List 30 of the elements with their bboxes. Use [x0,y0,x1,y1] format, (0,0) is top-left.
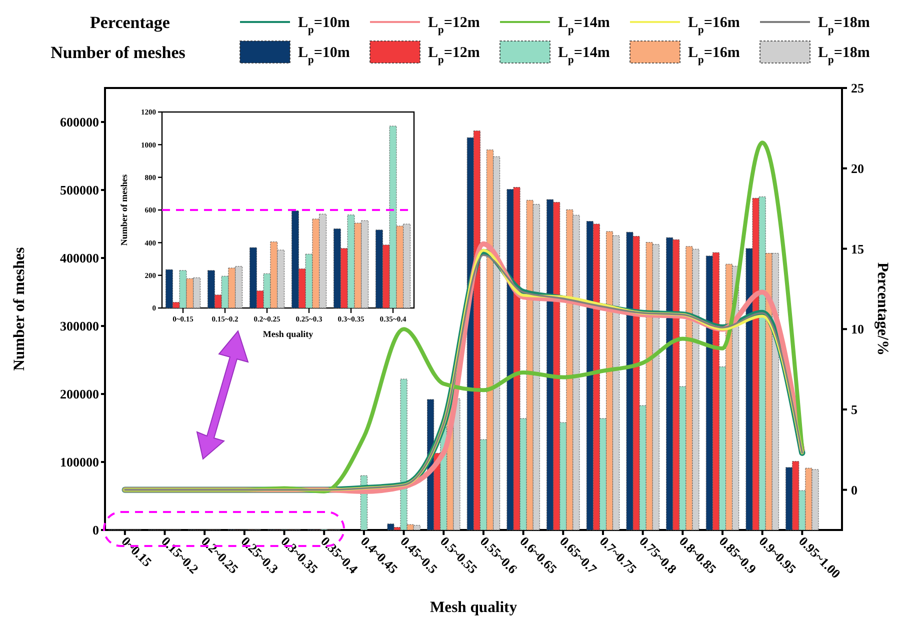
y-tick-label: 100000 [60,454,99,470]
text: Percentage [90,13,170,32]
legend-label: L$_{p}$=16m [688,15,740,36]
y2-tick-label: 10 [851,322,864,337]
y2-tick-label: 15 [851,241,864,256]
legend-label: L$_{p}$=12m [428,15,480,36]
y2-tick-label: 0 [851,482,858,498]
legend-label: L$_{p}$=14m [558,15,610,36]
y-axis-title: Number of meshes [119,174,129,246]
legend-label: L$_{p}$=18m [818,15,870,36]
y-axis-title: Number of meshes [11,247,28,371]
y-tick-label: 200000 [60,386,99,402]
legend-label: L$_{p}$=10m [298,45,350,66]
y2-tick-label: 5 [851,402,858,418]
y-tick-label: 600000 [60,114,99,130]
text: Number of meshes [50,43,186,62]
y2-tick-label: 20 [851,160,864,176]
x-axis-title: Mesh quality [430,599,518,616]
y2-tick-label: 25 [851,80,864,96]
y-tick-label: 400000 [60,250,99,266]
y-tick-label: 300000 [60,318,99,334]
x-axis-title: Mesh quality [262,329,314,339]
y-tick-label: 0 [92,522,99,538]
legend-label: L$_{p}$=10m [298,15,350,36]
legend-label: L$_{p}$=12m [428,45,480,66]
legend-label: L$_{p}$=16m [688,45,740,66]
legend-label: L$_{p}$=14m [558,45,610,66]
y2-axis-title: Percentage/% [874,262,891,356]
y-tick-label: 500000 [60,182,99,198]
legend-label: L$_{p}$=18m [818,45,870,66]
